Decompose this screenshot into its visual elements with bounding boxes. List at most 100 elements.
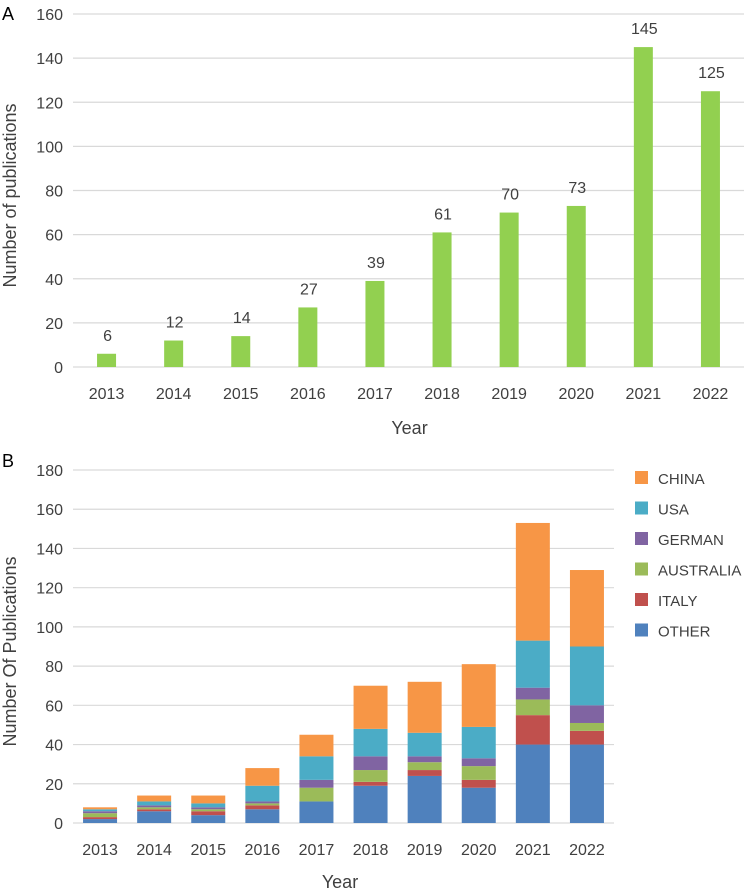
legend-swatch-australia: [635, 562, 648, 576]
x-tick-label: 2020: [461, 842, 497, 859]
bar-segment-usa: [137, 801, 172, 806]
data-label: 61: [434, 206, 452, 223]
bar-segment-german: [137, 805, 172, 808]
y-tick-label: 60: [45, 698, 63, 715]
bar-segment-italy: [83, 817, 118, 820]
data-label: 125: [698, 65, 725, 82]
bar-segment-other: [191, 815, 226, 823]
x-tick-label: 2016: [290, 386, 326, 403]
y-tick-label: 120: [36, 95, 63, 112]
legend-swatch-other: [635, 623, 648, 637]
bar: [365, 280, 385, 367]
legend-item-italy: ITALY: [658, 593, 697, 610]
legend-item-china: CHINA: [658, 471, 705, 488]
bar-segment-australia: [353, 770, 388, 782]
bar-segment-german: [569, 705, 604, 723]
bar-segment-other: [245, 809, 280, 823]
bar-segment-german: [83, 811, 118, 814]
legend-item-usa: USA: [658, 502, 689, 519]
bar-segment-china: [137, 795, 172, 802]
legend-swatch-china: [635, 471, 648, 484]
bar-segment-china: [515, 522, 550, 641]
x-tick-label: 2017: [299, 842, 335, 859]
bar-segment-china: [245, 768, 280, 786]
y-tick-label: 40: [45, 738, 63, 755]
bar-segment-german: [407, 756, 442, 763]
y-tick-label: 120: [36, 581, 63, 598]
y-tick-label: 160: [36, 7, 63, 24]
bar-segment-china: [569, 570, 604, 647]
x-tick-label: 2015: [190, 842, 226, 859]
x-tick-label: 2019: [407, 842, 443, 859]
bar-segment-italy: [137, 809, 172, 812]
bar-segment-usa: [245, 785, 280, 802]
legend-item-german: GERMAN: [658, 532, 724, 549]
bar-segment-italy: [353, 781, 388, 786]
bar: [566, 205, 586, 367]
chart-a: 0 20 40 60 80 100 120 140 160 6 2013 12 2014 14 2015 27…: [0, 7, 744, 438]
bar-segment-usa: [83, 809, 118, 812]
x-tick-label: 2013: [89, 386, 125, 403]
x-tick-label: 2021: [626, 386, 662, 403]
bar-segment-australia: [137, 807, 172, 810]
data-label: 70: [501, 187, 519, 204]
y-tick-label: 100: [36, 139, 63, 156]
bar-segment-australia: [515, 699, 550, 716]
x-tick-label: 2018: [424, 386, 460, 403]
bar-segment-italy: [569, 730, 604, 745]
bar-segment-china: [83, 807, 118, 810]
bar-segment-other: [353, 785, 388, 823]
y-tick-label: 140: [36, 541, 63, 558]
y-tick-label: 40: [45, 272, 63, 289]
bar-segment-other: [407, 775, 442, 823]
bar-segment-usa: [515, 640, 550, 688]
bar-segment-china: [299, 734, 334, 757]
bar-segment-other: [515, 744, 550, 823]
legend: CHINA USA GERMAN AUSTRALIA ITALY OTHER: [635, 471, 741, 641]
data-label: 6: [103, 328, 112, 345]
y-tick-label: 160: [36, 502, 63, 519]
bar-segment-australia: [191, 809, 226, 812]
data-label: 73: [568, 180, 586, 197]
bar-segment-other: [461, 787, 496, 823]
bar-segment-china: [407, 681, 442, 733]
y-tick-label: 20: [45, 316, 63, 333]
bar-segment-german: [299, 779, 334, 788]
x-tick-label: 2016: [245, 842, 281, 859]
panel-label-a: A: [2, 4, 14, 24]
legend-item-other: OTHER: [658, 624, 711, 641]
bar-segment-german: [353, 756, 388, 771]
bar: [633, 47, 653, 367]
y-tick-label: 80: [45, 184, 63, 201]
bar-segment-other: [569, 744, 604, 823]
x-tick-label: 2017: [357, 386, 393, 403]
bar-segment-usa: [353, 728, 388, 757]
bar-segment-italy: [515, 715, 550, 745]
x-tick-label: 2014: [156, 386, 192, 403]
bar-segment-australia: [569, 722, 604, 731]
x-tick-label: 2022: [693, 386, 729, 403]
y-axis-label: Number of publications: [0, 103, 20, 287]
y-tick-label: 80: [45, 659, 63, 676]
bar: [499, 212, 519, 367]
x-tick-label: 2013: [82, 842, 118, 859]
bar-segment-china: [353, 685, 388, 729]
x-tick-label: 2014: [136, 842, 172, 859]
x-tick-label: 2021: [515, 842, 551, 859]
bar: [700, 91, 720, 367]
bar: [164, 340, 184, 367]
bar-segment-australia: [245, 803, 280, 806]
legend-swatch-italy: [635, 593, 648, 606]
x-axis-label: Year: [322, 872, 358, 890]
x-tick-label: 2022: [569, 842, 605, 859]
bar-segment-german: [191, 807, 226, 810]
y-tick-label: 100: [36, 620, 63, 637]
y-tick-label: 180: [36, 463, 63, 480]
data-label: 145: [631, 21, 658, 38]
data-label: 39: [367, 255, 385, 272]
bar-segment-german: [461, 758, 496, 767]
bar-segment-german: [515, 687, 550, 700]
bar-segment-usa: [461, 726, 496, 759]
panel-label-b: B: [2, 451, 14, 471]
